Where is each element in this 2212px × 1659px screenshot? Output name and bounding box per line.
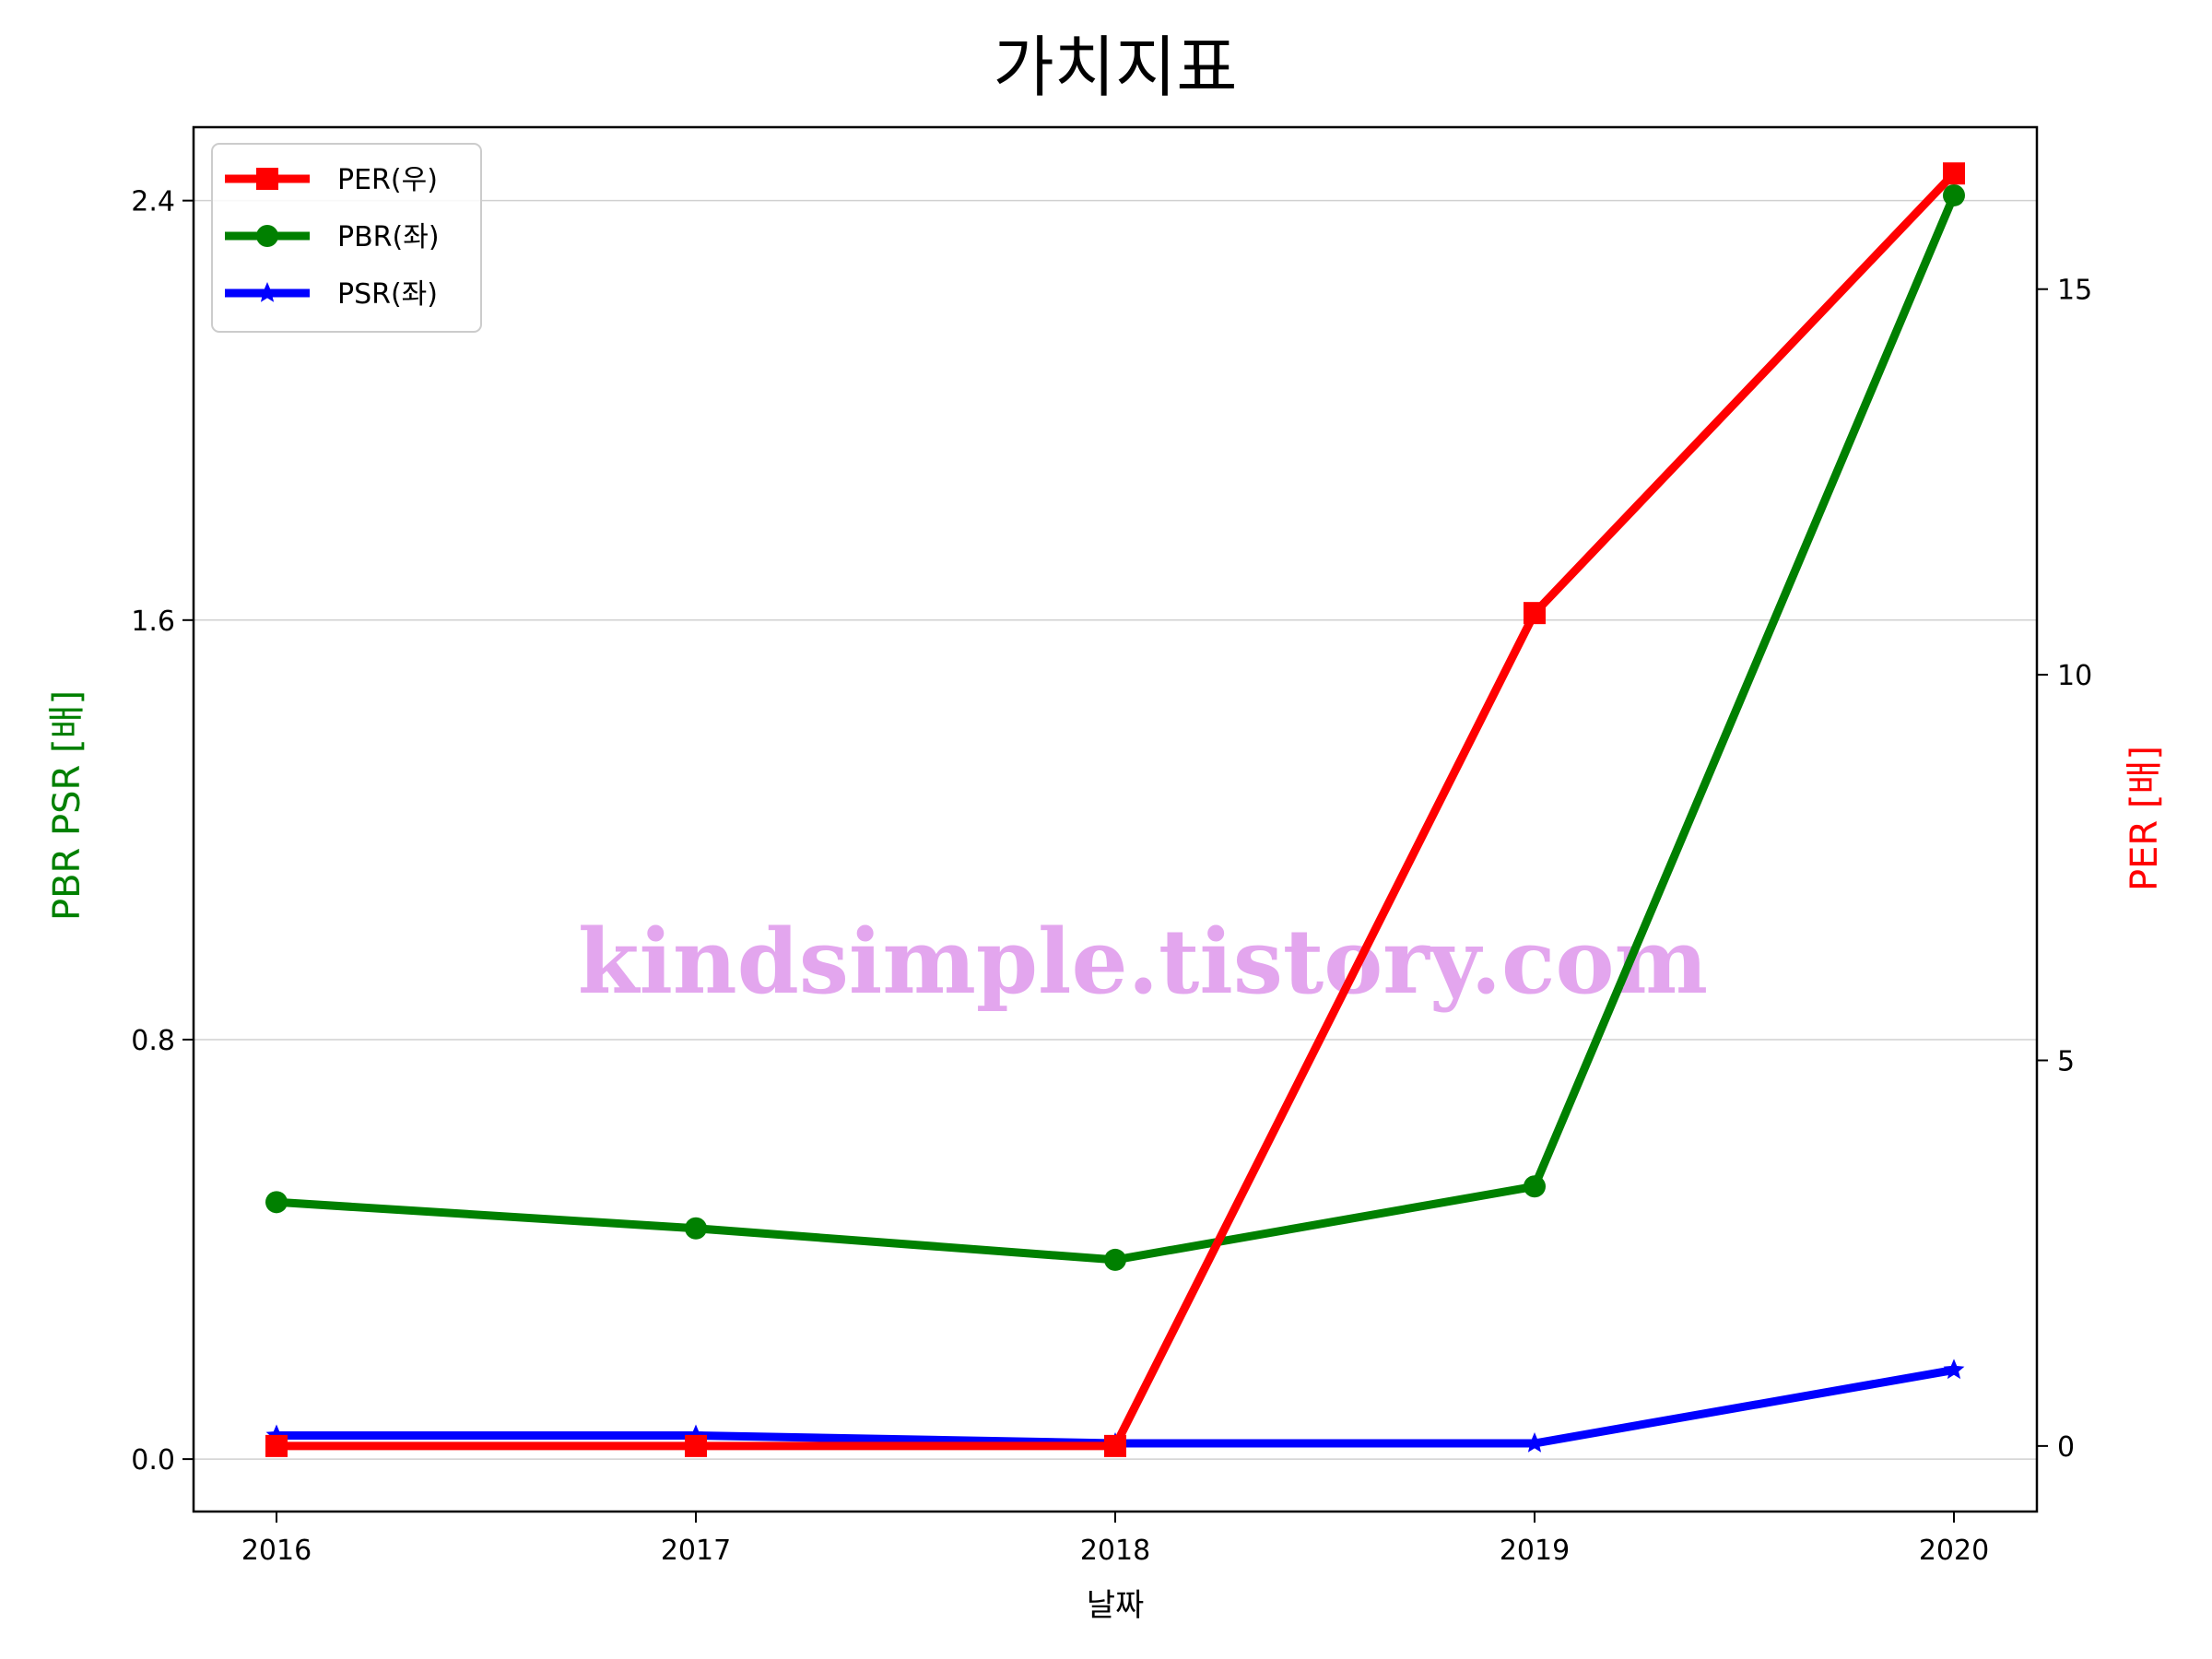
series-circle (265, 183, 1965, 1271)
series-lines (265, 162, 1965, 1457)
y-axis-left: 0.0 0.8 1.6 2.4 (131, 186, 194, 1477)
x-tick-label: 2017 (661, 1535, 731, 1567)
y-right-tick-label: 0 (2057, 1431, 2075, 1464)
x-tick-label: 2016 (241, 1535, 312, 1567)
y-right-tick-label: 10 (2057, 660, 2092, 692)
y-left-tick-label: 1.6 (131, 606, 175, 638)
y-axis-left-title: PBR PSR [배] (46, 690, 88, 921)
data-point-circle (1104, 1248, 1126, 1271)
legend-item: PER(우) (225, 164, 438, 196)
y-axis-right: 0 5 10 15 (2037, 275, 2092, 1464)
x-tick-label: 2020 (1919, 1535, 1989, 1567)
watermark-text: kindsimple.tistory.com (578, 910, 1708, 1014)
legend-box (211, 143, 482, 333)
data-point-star (1524, 1432, 1546, 1453)
data-point-star (1943, 1359, 1965, 1380)
grid-lines (194, 199, 2037, 1460)
data-point-circle (256, 225, 278, 247)
legend-label: PER(우) (337, 164, 438, 196)
x-tick-label: 2018 (1080, 1535, 1150, 1567)
legend: PER(우) PBR(좌) PSR(좌) (211, 143, 482, 333)
data-point-star (256, 282, 278, 302)
chart-title: 가치지표 (994, 29, 1238, 106)
data-point-square (1104, 1434, 1126, 1457)
y-right-tick-label: 15 (2057, 275, 2092, 307)
legend-label: PBR(좌) (337, 221, 440, 253)
y-left-tick-label: 0.8 (131, 1025, 175, 1057)
x-axis-title: 날짜 (1087, 1587, 1145, 1624)
legend-item: PBR(좌) (225, 221, 440, 253)
data-point-square (1524, 602, 1546, 625)
y-right-tick-label: 5 (2057, 1045, 2075, 1077)
data-point-square (1943, 162, 1965, 185)
data-point-circle (265, 1191, 288, 1214)
x-tick-label: 2019 (1500, 1535, 1570, 1567)
data-point-circle (1524, 1175, 1546, 1198)
data-point-square (685, 1434, 707, 1457)
series-square (265, 162, 1965, 1457)
legend-item: PSR(좌) (225, 278, 438, 311)
data-point-square (265, 1434, 288, 1457)
legend-label: PSR(좌) (337, 278, 438, 311)
y-left-tick-label: 2.4 (131, 186, 175, 218)
data-point-circle (685, 1217, 707, 1240)
y-left-tick-label: 0.0 (131, 1444, 175, 1477)
y-axis-right-title: PER [배] (2124, 746, 2166, 891)
x-axis: 2016 2017 2018 2019 2020 (241, 1512, 1989, 1567)
data-point-square (256, 168, 278, 190)
data-point-circle (1943, 183, 1965, 206)
